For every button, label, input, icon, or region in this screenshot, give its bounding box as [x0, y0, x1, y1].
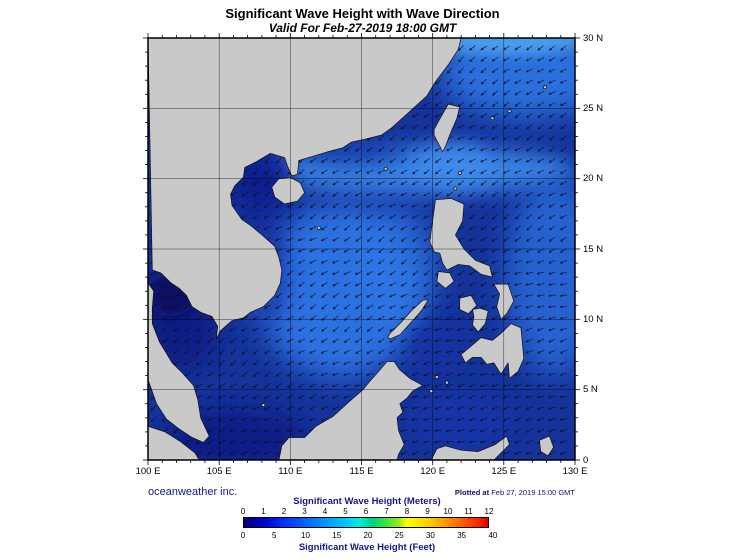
lat-tick-label: 10 N	[583, 313, 604, 325]
lat-tick-label: 30 N	[583, 32, 604, 44]
legend-feet-tick: 0	[240, 531, 246, 540]
legend-meters-tick: 3	[302, 507, 307, 516]
lat-tick-label: 25 N	[583, 102, 604, 114]
wave-map	[143, 33, 580, 465]
legend-meters-tick: 10	[443, 507, 453, 516]
longitude-axis: 100 E 105 E 110 E 115 E 120 E 125 E 130 E	[136, 0, 610, 560]
plotted-value: Feb 27, 2019 15:00 GMT	[491, 488, 575, 497]
legend-meters-tick: 4	[322, 507, 328, 516]
lat-tick-label: 0	[583, 454, 589, 466]
legend-meters-tick: 8	[404, 507, 410, 516]
chart-subtitle: Valid For Feb-27-2019 18:00 GMT	[268, 21, 457, 35]
legend-feet-tick: 35	[457, 531, 467, 540]
legend-feet-tick: 40	[488, 531, 498, 540]
legend-feet-tick: 10	[301, 531, 310, 540]
legend-meters-tick: 0	[240, 507, 246, 516]
lon-tick-label: 120 E	[420, 466, 446, 477]
legend-meters-tick: 7	[384, 507, 389, 516]
legend-feet-tick: 20	[363, 531, 373, 540]
latitude-axis: 30 N 25 N 20 N 15 N 10 N 5 N 0	[583, 0, 633, 560]
lon-tick-label: 125 E	[491, 466, 517, 477]
axis-ticks	[143, 33, 580, 465]
lat-tick-label: 5 N	[583, 384, 598, 396]
credit-oceanweather: oceanweather inc.	[148, 486, 238, 498]
legend-meters-tick: 11	[464, 507, 473, 516]
map-layers	[148, 38, 575, 460]
legend-meters-tick: 2	[281, 507, 287, 516]
plotted-label: Plotted at	[454, 488, 490, 497]
legend-feet-tick: 25	[394, 531, 404, 540]
landmasses	[148, 38, 554, 460]
plotted-timestamp: Plotted at Feb 27, 2019 15:00 GMT	[455, 488, 575, 497]
chart-title: Significant Wave Height with Wave Direct…	[225, 6, 500, 21]
legend-meters-tick: 9	[425, 507, 430, 516]
lon-tick-label: 115 E	[349, 466, 374, 477]
legend-feet-tick: 15	[332, 531, 342, 540]
lon-tick-label: 110 E	[278, 466, 303, 477]
legend-meters-tick: 5	[343, 507, 348, 516]
graticule	[148, 38, 575, 460]
colorbar	[243, 517, 489, 528]
legend-meters-tick: 6	[363, 507, 369, 516]
lat-tick-label: 15 N	[583, 243, 604, 255]
legend-feet-tick: 30	[425, 531, 435, 540]
legend-title-meters: Significant Wave Height (Meters)	[293, 496, 441, 507]
legend-feet-tick: 5	[272, 531, 277, 540]
legend-title-feet: Significant Wave Height (Feet)	[298, 542, 436, 553]
lon-tick-label: 130 E	[562, 466, 588, 477]
lat-tick-label: 20 N	[583, 173, 604, 185]
legend-meters-tick: 1	[261, 507, 266, 516]
legend-meters-tick: 12	[484, 507, 494, 516]
lon-tick-label: 100 E	[135, 466, 161, 477]
lon-tick-label: 105 E	[206, 466, 232, 477]
